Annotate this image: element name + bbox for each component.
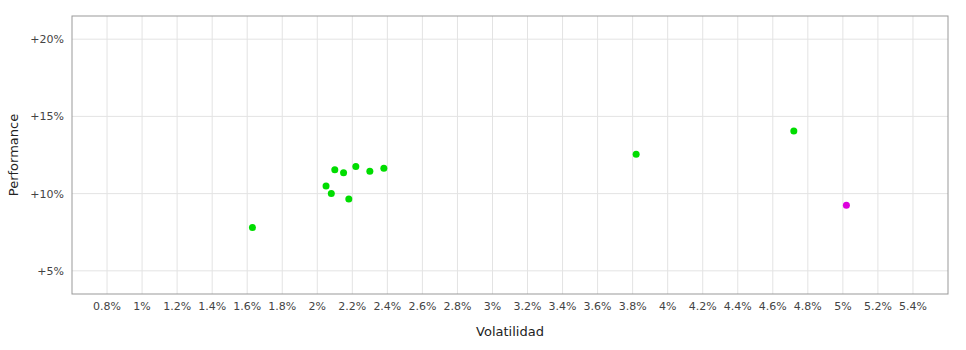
tick-labels: 0.8% 1% 1.2% 1.4% 1.6% 1.8% 2% 2.2% 2.4% 2.6% 2.8%… bbox=[30, 33, 927, 313]
series bbox=[843, 202, 850, 209]
x-tick-label: 5.4% bbox=[899, 300, 927, 313]
chart-container: 0.8% 1% 1.2% 1.4% 1.6% 1.8% 2% 2.2% 2.4% 2.6% 2.8%… bbox=[0, 0, 966, 350]
plot-frame bbox=[72, 16, 948, 294]
scatter-point bbox=[380, 165, 387, 172]
x-tick-label: 2.6% bbox=[408, 300, 436, 313]
scatter-point bbox=[323, 182, 330, 189]
x-tick-label: 3.2% bbox=[514, 300, 542, 313]
x-grid-line bbox=[877, 16, 878, 294]
x-tick-label: 0.8% bbox=[93, 300, 121, 313]
x-tick-label: 2.8% bbox=[443, 300, 471, 313]
scatter-point bbox=[633, 151, 640, 158]
x-tick-label: 2.2% bbox=[338, 300, 366, 313]
x-tick-label: 3% bbox=[484, 300, 501, 313]
x-tick-label: 4% bbox=[659, 300, 676, 313]
x-tick-label: 3.6% bbox=[584, 300, 612, 313]
grid bbox=[72, 16, 948, 294]
x-tick-label: 1.6% bbox=[233, 300, 261, 313]
x-grid-line bbox=[212, 16, 213, 294]
x-grid-line bbox=[772, 16, 773, 294]
x-tick-label: 3.4% bbox=[549, 300, 577, 313]
x-tick-label: 3.8% bbox=[619, 300, 647, 313]
x-grid-line bbox=[527, 16, 528, 294]
x-grid-line bbox=[352, 16, 353, 294]
y-tick-label: +5% bbox=[37, 265, 64, 278]
x-grid-line bbox=[737, 16, 738, 294]
series bbox=[249, 128, 797, 232]
scatter-point bbox=[331, 166, 338, 173]
x-grid-line bbox=[492, 16, 493, 294]
x-grid-line bbox=[842, 16, 843, 294]
scatter-point bbox=[249, 224, 256, 231]
x-grid-line bbox=[422, 16, 423, 294]
y-tick-label: +10% bbox=[30, 188, 64, 201]
y-axis-label: Performance bbox=[6, 114, 21, 196]
data-points bbox=[249, 128, 850, 232]
x-grid-line bbox=[282, 16, 283, 294]
x-tick-label: 1.4% bbox=[198, 300, 226, 313]
x-tick-label: 2% bbox=[309, 300, 326, 313]
x-tick-label: 1.2% bbox=[163, 300, 191, 313]
scatter-point bbox=[366, 168, 373, 175]
y-grid-line bbox=[72, 270, 948, 271]
scatter-point bbox=[345, 196, 352, 203]
scatter-point bbox=[843, 202, 850, 209]
x-tick-label: 1.8% bbox=[268, 300, 296, 313]
x-tick-label: 1% bbox=[133, 300, 150, 313]
x-grid-line bbox=[667, 16, 668, 294]
x-grid-line bbox=[562, 16, 563, 294]
x-axis-label: Volatilidad bbox=[476, 324, 544, 339]
x-grid-line bbox=[387, 16, 388, 294]
y-grid-line bbox=[72, 193, 948, 194]
plot-background bbox=[72, 16, 948, 294]
x-tick-label: 4.2% bbox=[689, 300, 717, 313]
scatter-point bbox=[352, 163, 359, 170]
x-tick-label: 4.6% bbox=[759, 300, 787, 313]
x-grid-line bbox=[597, 16, 598, 294]
x-grid-line bbox=[142, 16, 143, 294]
scatter-point bbox=[328, 190, 335, 197]
x-tick-label: 5% bbox=[834, 300, 851, 313]
x-tick-label: 5.2% bbox=[864, 300, 892, 313]
y-tick-label: +20% bbox=[30, 33, 64, 46]
x-grid-line bbox=[457, 16, 458, 294]
x-grid-line bbox=[912, 16, 913, 294]
scatter-point bbox=[340, 169, 347, 176]
x-tick-label: 4.8% bbox=[794, 300, 822, 313]
x-grid-line bbox=[807, 16, 808, 294]
x-grid-line bbox=[177, 16, 178, 294]
scatter-point bbox=[790, 128, 797, 135]
x-grid-line bbox=[247, 16, 248, 294]
x-grid-line bbox=[317, 16, 318, 294]
x-tick-label: 4.4% bbox=[724, 300, 752, 313]
x-grid-line bbox=[107, 16, 108, 294]
y-tick-label: +15% bbox=[30, 110, 64, 123]
y-grid-line bbox=[72, 116, 948, 117]
x-tick-label: 2.4% bbox=[373, 300, 401, 313]
x-grid-line bbox=[702, 16, 703, 294]
y-grid-line bbox=[72, 39, 948, 40]
chart-svg: 0.8% 1% 1.2% 1.4% 1.6% 1.8% 2% 2.2% 2.4% 2.6% 2.8%… bbox=[0, 0, 966, 350]
